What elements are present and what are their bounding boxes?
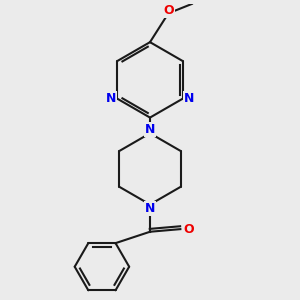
Text: O: O	[183, 223, 194, 236]
Text: N: N	[145, 123, 155, 136]
Text: O: O	[163, 4, 174, 17]
Text: N: N	[106, 92, 116, 105]
Text: N: N	[145, 202, 155, 215]
Text: N: N	[184, 92, 194, 105]
